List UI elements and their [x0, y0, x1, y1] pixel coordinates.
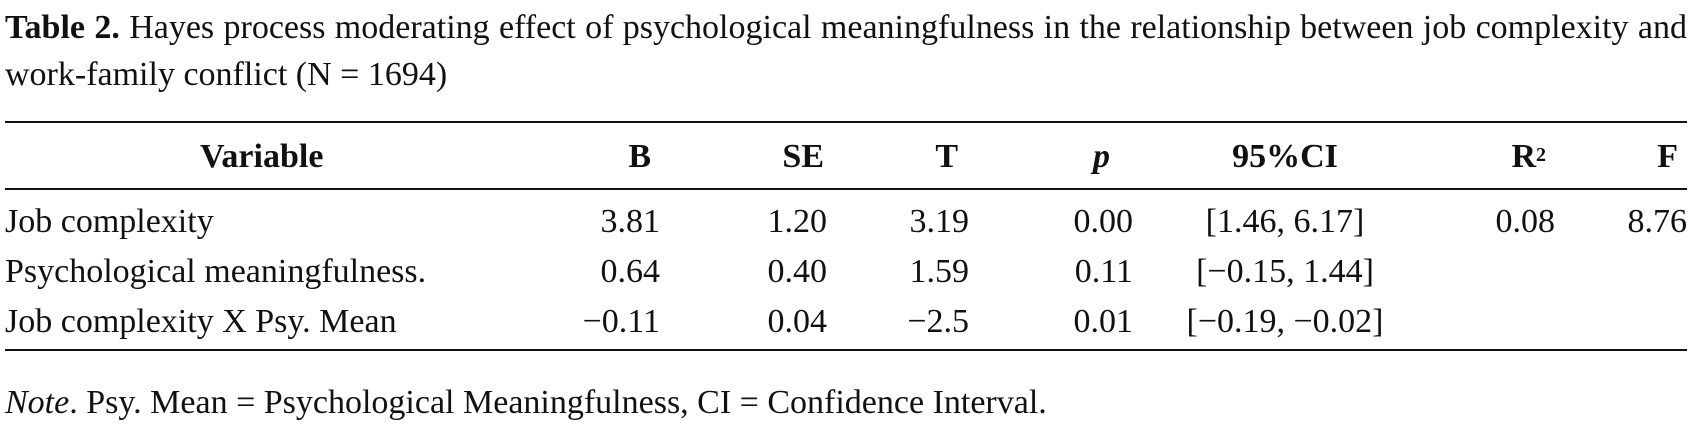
cell-t: −2.5	[907, 303, 969, 340]
caption-text: Hayes process moderating effect of psych…	[5, 9, 1687, 93]
cell-variable: Psychological meaningfulness.	[5, 253, 427, 290]
cell-p: 0.11	[1074, 253, 1133, 290]
header-b: B	[628, 138, 651, 175]
cell-p: 0.01	[1073, 303, 1134, 340]
cell-variable: Job complexity X Psy. Mean	[5, 303, 397, 340]
cell-f: 8.76	[1627, 203, 1688, 240]
cell-ci: [−0.19, −0.02]	[1186, 303, 1384, 340]
cell-t: 3.19	[909, 203, 970, 240]
header-se: SE	[782, 138, 824, 175]
header-r2-superscript: 2	[1536, 144, 1546, 166]
table-top-rule	[5, 121, 1687, 123]
cell-se: 1.20	[767, 203, 828, 240]
cell-ci: [1.46, 6.17]	[1205, 203, 1365, 240]
header-f: F	[1657, 138, 1678, 175]
note-text: . Psy. Mean = Psychological Meaningfulne…	[69, 384, 1047, 421]
table-note: Note. Psy. Mean = Psychological Meaningf…	[5, 383, 1047, 423]
note-label: Note	[5, 384, 70, 421]
cell-p: 0.00	[1073, 203, 1134, 240]
cell-t: 1.59	[909, 253, 970, 290]
cell-r2: 0.08	[1495, 203, 1556, 240]
header-r2-base: R	[1511, 138, 1536, 175]
cell-b: −0.11	[582, 303, 660, 340]
cell-variable: Job complexity	[5, 203, 214, 240]
header-t: T	[935, 138, 958, 175]
header-r2: R2	[1511, 137, 1546, 177]
cell-b: 0.64	[600, 253, 661, 290]
table-caption: Table 2. Hayes process moderating effect…	[5, 4, 1687, 98]
header-p: p	[1093, 138, 1110, 175]
table-bottom-rule	[5, 349, 1687, 351]
cell-b: 3.81	[600, 203, 661, 240]
header-ci: 95%CI	[1232, 138, 1338, 175]
cell-ci: [−0.15, 1.44]	[1196, 253, 1374, 290]
header-variable: Variable	[200, 138, 324, 175]
cell-se: 0.40	[767, 253, 828, 290]
table-header-rule	[5, 188, 1687, 190]
cell-se: 0.04	[767, 303, 828, 340]
caption-label: Table 2.	[5, 9, 120, 46]
